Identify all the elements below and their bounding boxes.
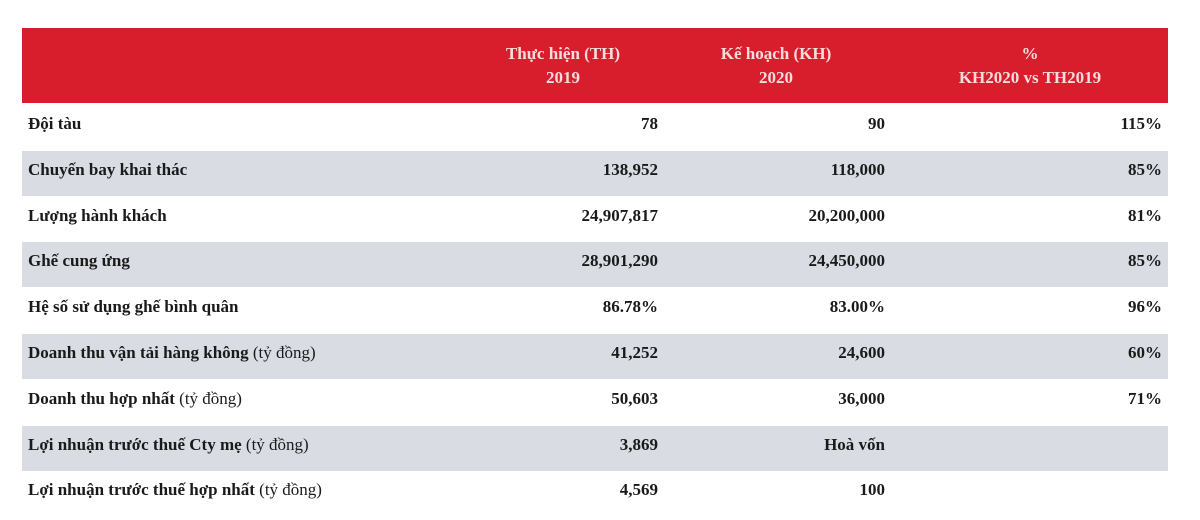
label-text: Doanh thu hợp nhất (28, 388, 175, 408)
label-text: Chuyến bay khai thác (28, 159, 188, 179)
table-row: Ghế cung ứng 28,901,290 24,450,000 85% (22, 242, 1168, 288)
th-value: 41,252 (611, 343, 658, 362)
row-label: Lượng hành khách (28, 206, 167, 226)
kh-value: 24,450,000 (808, 251, 886, 271)
kh-value: 100 (859, 480, 886, 500)
th-value: 4,569 (619, 480, 658, 500)
label-text: Hệ số sử dụng ghế bình quân (28, 297, 239, 317)
kh-value: 90 (868, 114, 885, 133)
header-text: % (1021, 44, 1039, 63)
label-text: Lượng hành khách (28, 205, 167, 225)
table-row: Chuyến bay khai thác 138,952 118,000 85% (22, 150, 1168, 196)
pct-value: 71% (1128, 388, 1162, 408)
label-text: Đội tàu (28, 114, 82, 133)
row-label: Doanh thu hợp nhất (tỷ đồng) (28, 389, 242, 409)
table-row: Doanh thu vận tải hàng không (tỷ đồng) 41… (22, 334, 1168, 379)
row-label: Lợi nhuận trước thuế hợp nhất (tỷ đồng) (28, 480, 322, 500)
row-label: Đội tàu (28, 114, 81, 134)
header-text: Thực hiện (TH) (505, 44, 621, 63)
header-text: 2019 (546, 68, 580, 87)
kh-value: 24,600 (838, 343, 885, 362)
kh-value: 118,000 (830, 159, 885, 179)
th-value: 50,603 (611, 388, 658, 408)
table-row: Doanh thu hợp nhất (tỷ đồng) 50,603 36,000… (22, 380, 1168, 425)
pct-value: 85% (1128, 159, 1162, 179)
row-label: Doanh thu vận tải hàng không (tỷ đồng) (28, 343, 316, 363)
header-cell: % KH2020 vs TH2019 (920, 42, 1140, 90)
label-text: Lợi nhuận trước thuế Cty mẹ (28, 434, 242, 454)
label-text: Ghế cung ứng (28, 251, 130, 271)
header-text: KH2020 vs TH2019 (958, 68, 1102, 87)
kh-value: Hoà vốn (824, 434, 885, 454)
label-unit: (tỷ đồng) (245, 434, 309, 454)
th-value: 86.78% (602, 297, 658, 317)
kh-value: 20,200,000 (808, 205, 886, 225)
label-unit: (tỷ đồng) (252, 343, 316, 362)
row-label: Hệ số sử dụng ghế bình quân (28, 297, 239, 317)
table-header: Thực hiện (TH) 2019 Kế hoạch (KH) 2020 % KH… (22, 28, 1168, 103)
th-value: 28,901,290 (581, 251, 659, 271)
header-text: Kế hoạch (KH) (720, 44, 832, 63)
table-row: Lượng hành khách 24,907,817 20,200,000 81% (22, 197, 1168, 242)
th-value: 138,952 (602, 159, 658, 179)
table-row: Đội tàu 78 90 115% (22, 105, 1168, 150)
table-row: Hệ số sử dụng ghế bình quân 86.78% 83.00% 9… (22, 288, 1168, 333)
pct-value: 85% (1128, 251, 1162, 271)
kh-value: 36,000 (838, 388, 885, 408)
label-unit: (tỷ đồng) (179, 388, 242, 408)
header-cell: Kế hoạch (KH) 2020 (666, 42, 886, 90)
label-text: Doanh thu vận tải hàng không (28, 343, 249, 362)
kh-value: 83.00% (829, 297, 885, 317)
th-value: 3,869 (619, 434, 658, 454)
pct-value: 81% (1128, 205, 1162, 225)
pct-value: 115% (1120, 114, 1162, 133)
header-text: 2020 (759, 68, 793, 87)
row-label: Lợi nhuận trước thuế Cty mẹ (tỷ đồng) (28, 435, 309, 455)
pct-value: 96% (1128, 297, 1162, 317)
row-label: Ghế cung ứng (28, 251, 130, 271)
row-label: Chuyến bay khai thác (28, 160, 187, 180)
pct-value: 60% (1128, 343, 1162, 362)
header-cell: Thực hiện (TH) 2019 (453, 42, 673, 90)
table-row: Lợi nhuận trước thuế Cty mẹ (tỷ đồng) 3,8… (22, 425, 1168, 471)
th-value: 78 (641, 114, 658, 133)
th-value: 24,907,817 (581, 205, 659, 225)
label-text: Lợi nhuận trước thuế hợp nhất (28, 480, 255, 500)
table-row: Lợi nhuận trước thuế hợp nhất (tỷ đồng) 4… (22, 471, 1168, 516)
label-unit: (tỷ đồng) (259, 480, 322, 500)
